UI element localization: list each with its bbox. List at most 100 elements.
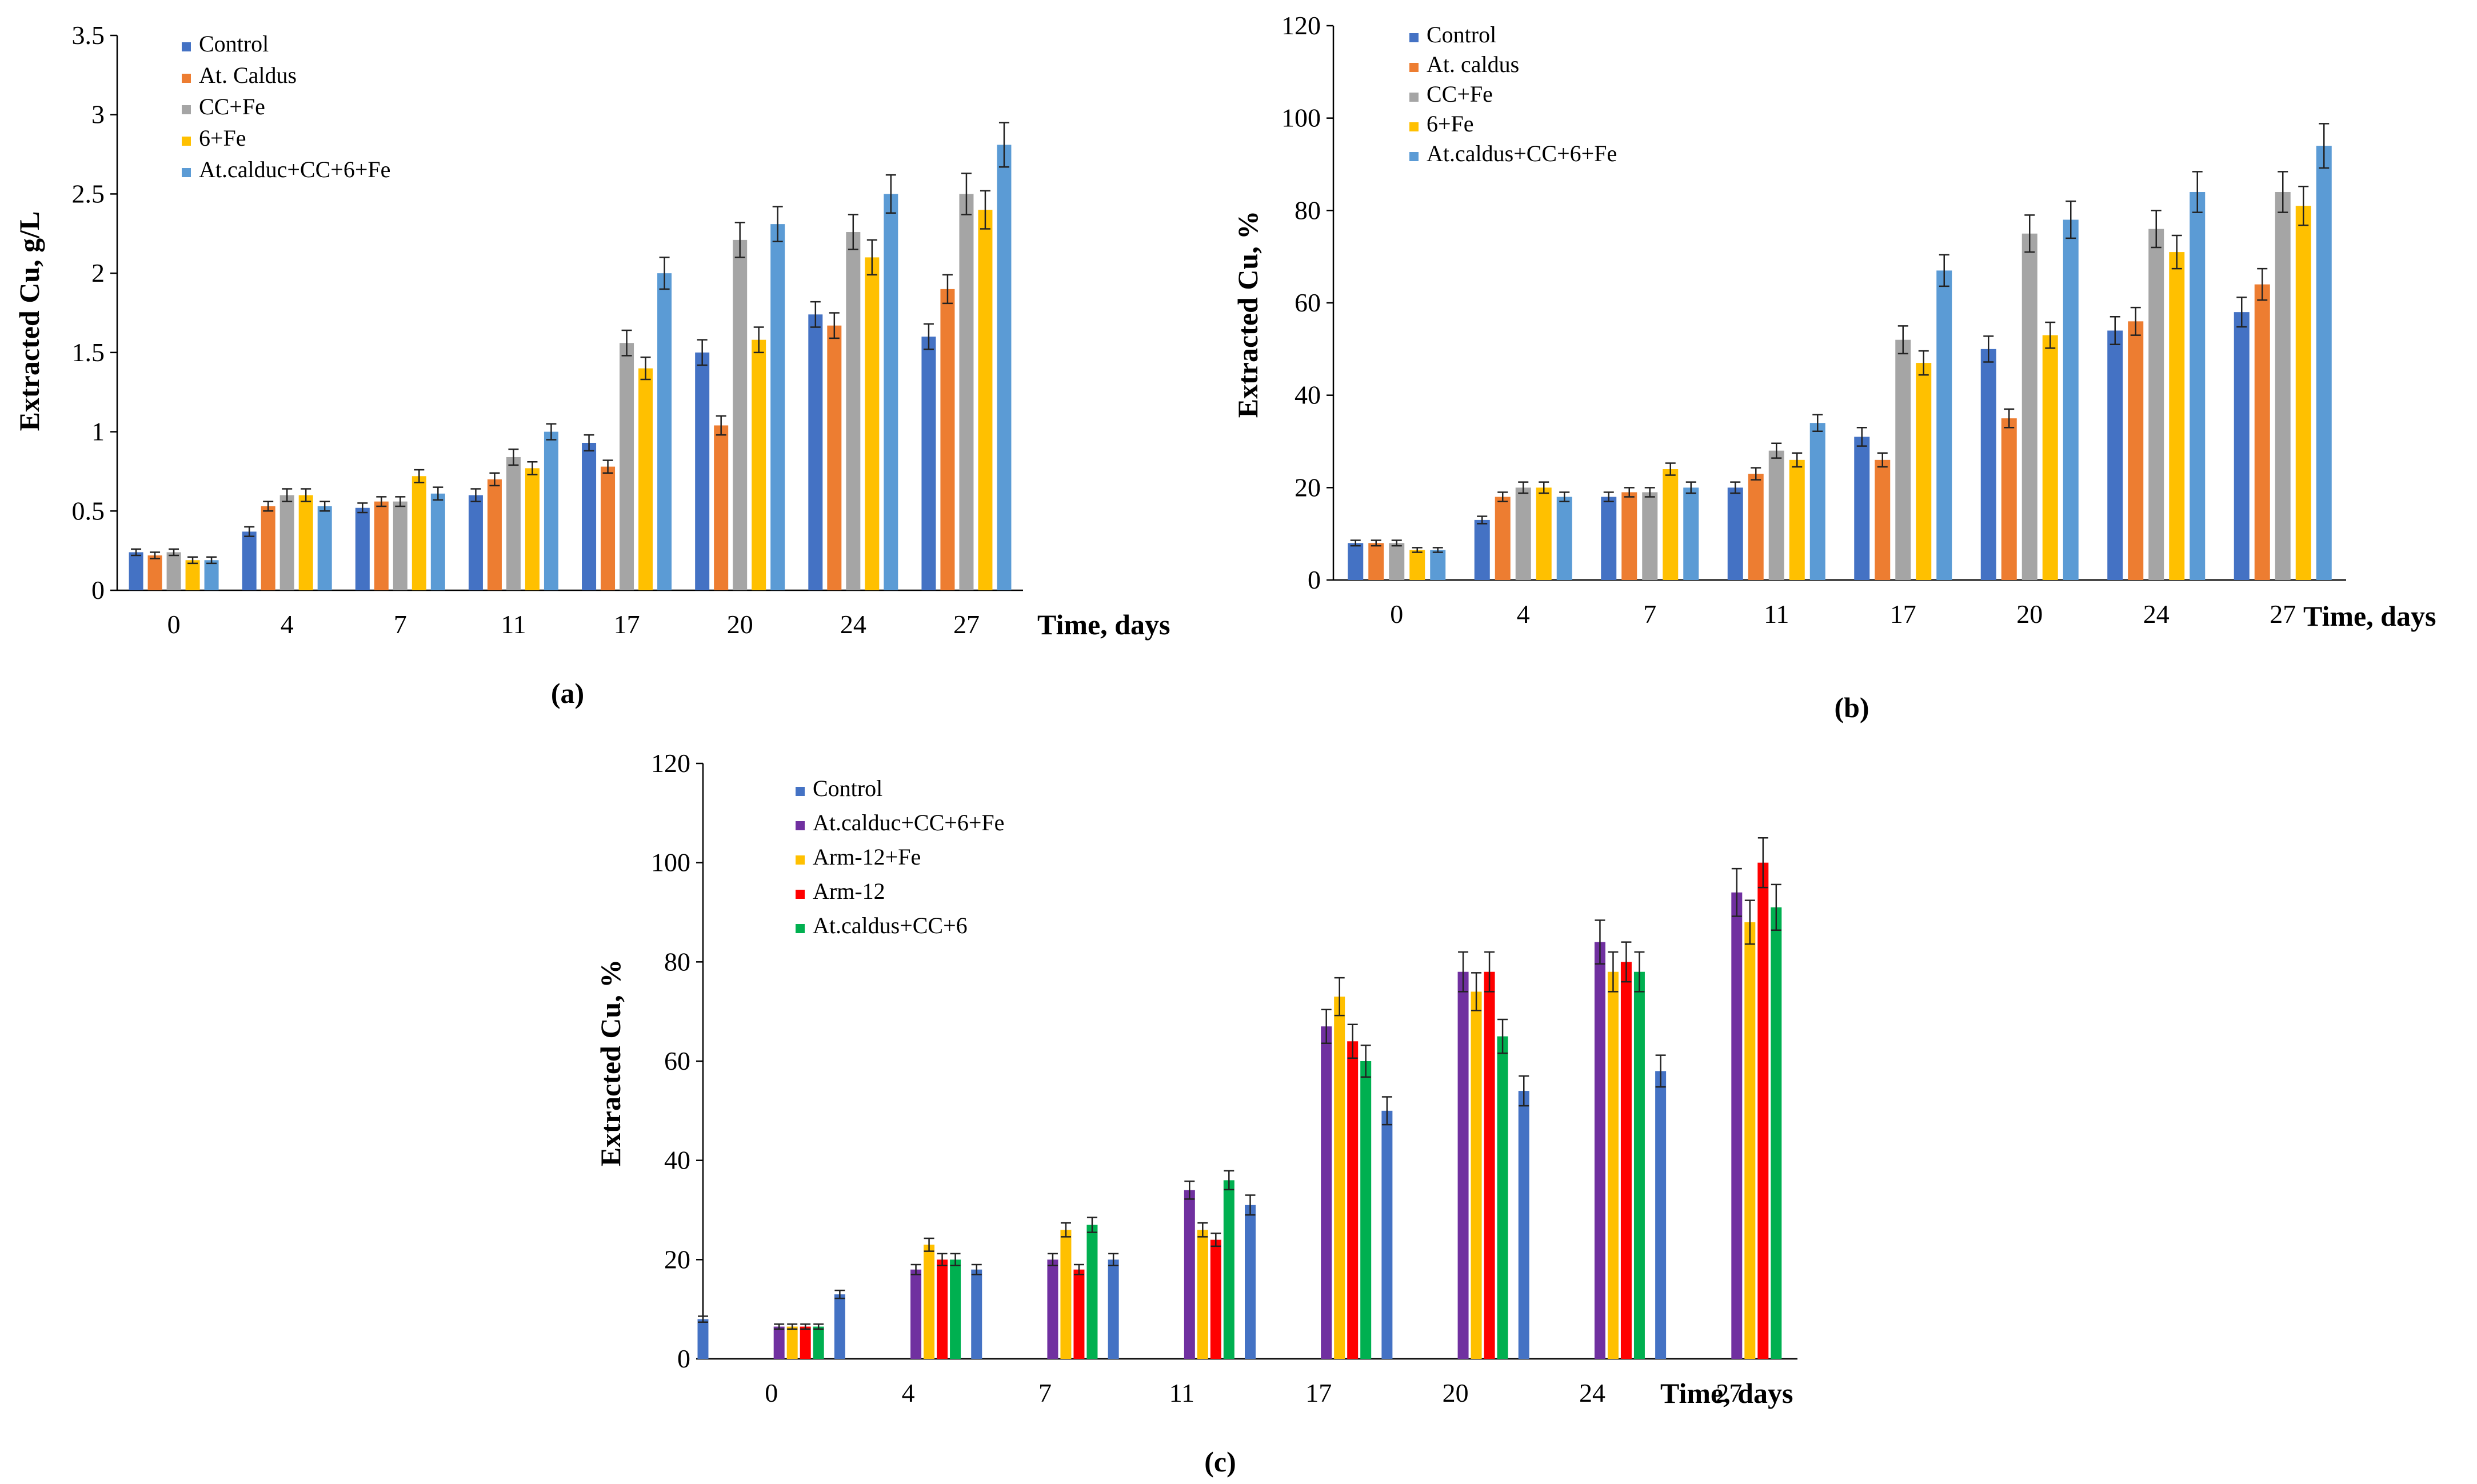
y-tick-label: 0 (91, 575, 105, 605)
x-tick-label: 7 (1038, 1378, 1052, 1407)
bar-control (2234, 312, 2250, 580)
bar-control (355, 507, 370, 590)
bar-at-caldus (827, 325, 842, 590)
bar-control (1108, 1259, 1119, 1359)
bar-at-caldus (714, 425, 729, 590)
bar-at-caldus (1621, 492, 1637, 580)
bar-6-fe (2295, 206, 2311, 580)
bar-at-caldus-cc-6-fe (1683, 487, 1699, 580)
bar-control (1655, 1071, 1667, 1359)
bar-at-caldus (601, 466, 616, 590)
x-tick-label: 17 (614, 610, 640, 639)
bar-control (242, 531, 257, 590)
bar-control (808, 314, 823, 590)
bar-arm-12-fe (924, 1245, 935, 1359)
bar-6-fe (865, 257, 880, 590)
x-tick-label: 4 (902, 1378, 915, 1407)
bar-control (1348, 543, 1364, 580)
bar-at-caldus-cc-6 (1223, 1180, 1234, 1359)
bar-control (1474, 519, 1490, 580)
bar-at-calduc-cc-6-fe (657, 273, 672, 591)
bar-6-fe (2042, 335, 2058, 580)
bar-at-caldus (487, 479, 502, 590)
bar-arm-12 (1757, 862, 1769, 1359)
bar-6-fe (1409, 550, 1425, 580)
bar-arm-12-fe (1471, 991, 1482, 1359)
legend-swatch (1409, 33, 1419, 42)
legend-swatch (182, 74, 191, 83)
bar-control (921, 337, 936, 590)
bar-6-fe (2169, 252, 2185, 580)
bar-at-calduc-cc-6-fe (1321, 1026, 1332, 1359)
legend-swatch (796, 787, 805, 796)
legend-label: CC+Fe (199, 94, 265, 119)
bar-arm-12-fe (1060, 1230, 1072, 1359)
bar-at-caldus-cc-6-fe (2063, 219, 2079, 580)
bar-cc-fe (733, 239, 748, 591)
x-tick-label: 24 (840, 610, 866, 639)
bar-cc-fe (1768, 450, 1784, 580)
bar-control (1601, 497, 1617, 580)
bar-at-caldus (2254, 284, 2270, 581)
bar-cc-fe (506, 457, 521, 590)
x-tick-label: 27 (2270, 599, 2296, 629)
x-tick-label: 0 (765, 1378, 778, 1407)
bar-control (1980, 349, 1996, 580)
legend-label: Control (1427, 22, 1496, 47)
x-tick-label: 20 (1443, 1378, 1469, 1407)
y-tick-label: 0.5 (72, 496, 105, 525)
bar-arm-12 (1210, 1239, 1221, 1359)
bar-at-calduc-cc-6-fe (1457, 971, 1469, 1359)
bar-at-caldus (147, 555, 162, 590)
bar-cc-fe (620, 343, 634, 590)
bar-control (834, 1294, 845, 1359)
x-tick-label: 7 (1643, 599, 1656, 629)
x-tick-label: 24 (1579, 1378, 1605, 1407)
bar-control (697, 1319, 709, 1359)
bar-arm-12-fe (1334, 997, 1345, 1359)
x-tick-label: 0 (1390, 599, 1403, 629)
y-tick-label: 20 (664, 1245, 690, 1274)
bar-arm-12-fe (1197, 1230, 1208, 1359)
bar-at-calduc-cc-6-fe (1731, 892, 1743, 1359)
bar-6-fe (185, 560, 200, 590)
bar-arm-12 (1347, 1041, 1359, 1359)
x-tick-label: 11 (1764, 599, 1789, 629)
legend-label: Control (813, 775, 882, 801)
y-tick-label: 60 (1295, 288, 1321, 317)
legend-label: Control (199, 31, 269, 57)
bar-control (129, 552, 143, 590)
bar-cc-fe (2275, 192, 2291, 580)
y-tick-label: 1.5 (72, 338, 105, 367)
bar-at-caldus (2128, 321, 2144, 580)
bar-arm-12 (1484, 971, 1495, 1359)
bar-cc-fe (2148, 229, 2164, 581)
legend-swatch (1409, 122, 1419, 131)
x-tick-label: 4 (1517, 599, 1530, 629)
bar-control (695, 352, 710, 590)
legend-label: Arm-12+Fe (813, 844, 921, 870)
legend-label: At.calduc+CC+6+Fe (813, 810, 1004, 835)
bar-arm-12 (800, 1326, 811, 1359)
bar-arm-12 (1620, 962, 1632, 1359)
y-tick-label: 60 (664, 1046, 690, 1075)
legend-swatch (796, 855, 805, 865)
bar-at-caldus-cc-6 (1360, 1061, 1372, 1359)
x-axis-label: Time, days (1037, 609, 1170, 641)
bar-control (468, 495, 483, 590)
x-tick-label: 17 (1890, 599, 1916, 629)
bar-at-caldus-cc-6-fe (1556, 497, 1572, 580)
y-tick-label: 3 (91, 100, 105, 129)
bar-cc-fe (959, 194, 974, 590)
legend-swatch (1409, 63, 1419, 72)
chart-panel-c: Extracted Cu, % Time, days (c) 020406080… (594, 749, 1797, 1478)
panel-label: (a) (551, 677, 584, 709)
bar-at-calduc-cc-6-fe (770, 224, 785, 590)
bar-at-caldus (1875, 459, 1891, 580)
bar-at-caldus-cc-6 (1497, 1036, 1508, 1359)
legend-swatch (182, 168, 191, 177)
panel-label: (c) (1204, 1446, 1236, 1478)
y-tick-label: 1 (91, 417, 105, 446)
bar-at-caldus-cc-6-fe (2190, 192, 2206, 580)
